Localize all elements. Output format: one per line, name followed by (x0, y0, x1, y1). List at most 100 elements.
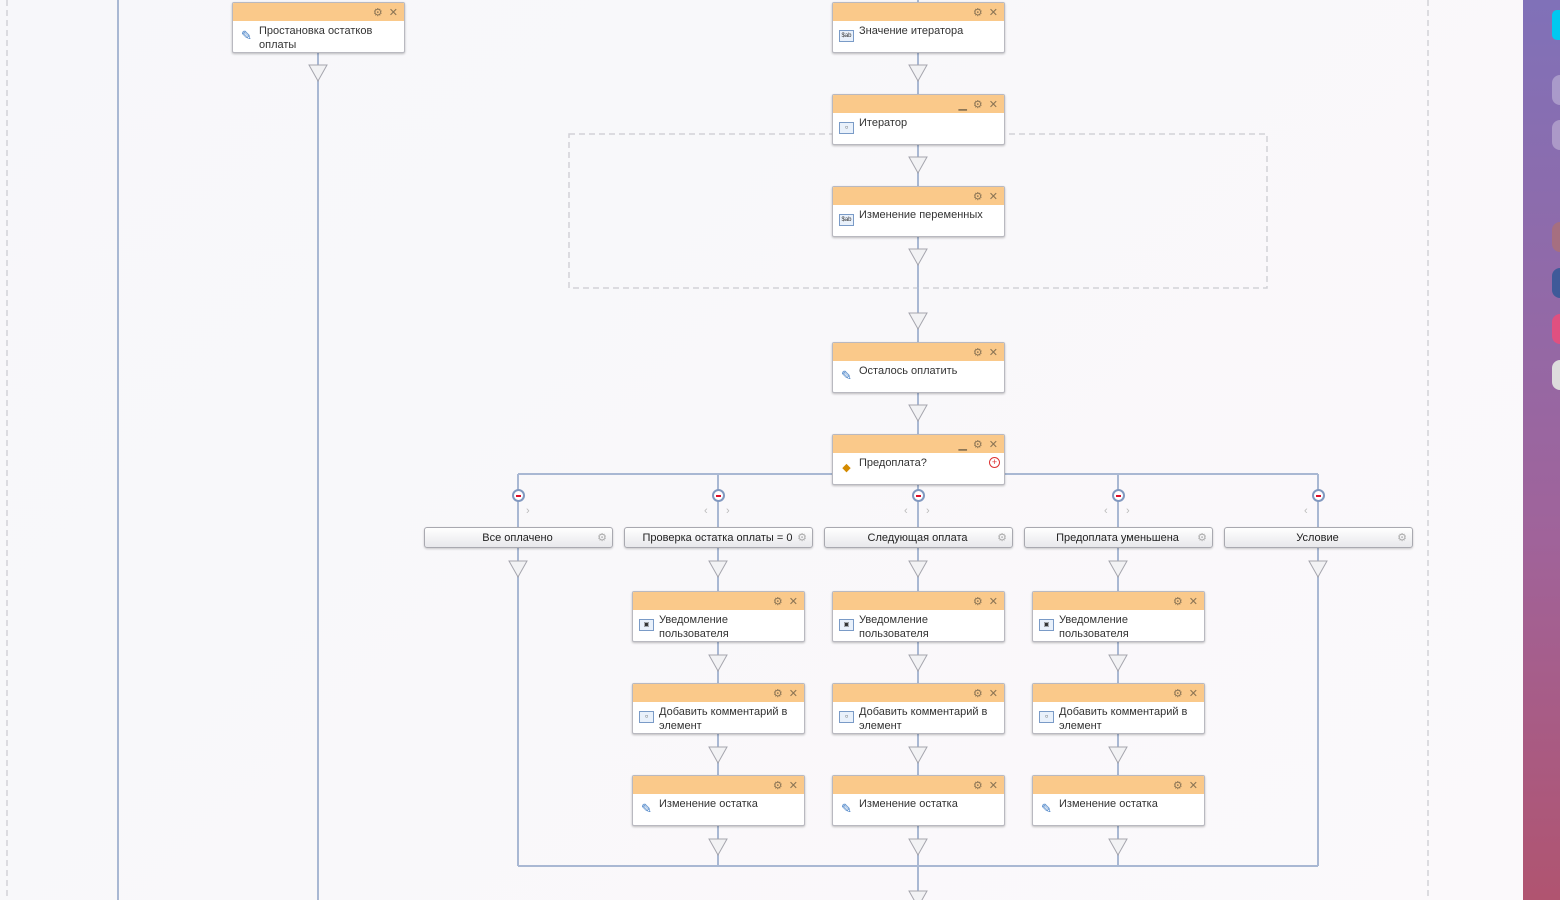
minimize-icon[interactable]: ▁ (958, 438, 967, 451)
minimize-icon[interactable]: ▁ (958, 98, 967, 111)
close-icon[interactable]: ✕ (988, 190, 998, 203)
gear-icon[interactable]: ⚙ (972, 190, 983, 203)
edit-icon: ✎ (841, 370, 852, 382)
variable-icon: $ab (839, 30, 854, 42)
workflow-canvas[interactable]: ⚙ ✕ ✎ Простановка остатков оплаты ⚙ ✕ $ab Знач… (0, 0, 1523, 900)
arrow-down-icon (1108, 654, 1128, 673)
gear-icon[interactable]: ⚙ (972, 779, 983, 792)
sidebar-button[interactable] (1552, 120, 1560, 150)
node-remaining-to-pay[interactable]: ⚙ ✕ ✎ Осталось оплатить (832, 342, 1005, 393)
close-icon[interactable]: ✕ (1188, 779, 1198, 792)
branch-label[interactable]: Предоплата уменьшена ⚙ (1024, 527, 1213, 548)
sidebar (1523, 0, 1560, 900)
move-left-icon[interactable]: ‹ (704, 505, 708, 517)
move-right-icon[interactable]: › (526, 505, 530, 517)
node-add-comment[interactable]: ⚙ ✕ ○ Добавить комментарий в элемент (1032, 683, 1205, 734)
gear-icon[interactable]: ⚙ (772, 687, 783, 700)
arrow-down-icon (1308, 560, 1328, 579)
gear-icon[interactable]: ⚙ (797, 532, 807, 544)
branch-label[interactable]: Все оплачено ⚙ (424, 527, 613, 548)
remove-branch-icon[interactable] (512, 489, 525, 502)
gear-icon[interactable]: ⚙ (972, 687, 983, 700)
edit-icon: ✎ (841, 803, 852, 815)
node-add-comment[interactable]: ⚙ ✕ ○ Добавить комментарий в элемент (832, 683, 1005, 734)
close-icon[interactable]: ✕ (988, 687, 998, 700)
move-right-icon[interactable]: › (926, 505, 930, 517)
avatar[interactable] (1552, 268, 1560, 298)
gear-icon[interactable]: ⚙ (772, 595, 783, 608)
arrow-down-icon (508, 560, 528, 579)
close-icon[interactable]: ✕ (988, 779, 998, 792)
close-icon[interactable]: ✕ (988, 438, 998, 451)
gear-icon[interactable]: ⚙ (1197, 532, 1207, 544)
connectors (6, 0, 1429, 900)
node-change-variables[interactable]: ⚙ ✕ $ab Изменение переменных (832, 186, 1005, 237)
gear-icon[interactable]: ⚙ (597, 532, 607, 544)
gear-icon[interactable]: ⚙ (972, 346, 983, 359)
subprocess-icon: ○ (639, 711, 654, 723)
close-icon[interactable]: ✕ (788, 779, 798, 792)
gear-icon[interactable]: ⚙ (1397, 532, 1407, 544)
move-left-icon[interactable]: ‹ (904, 505, 908, 517)
move-right-icon[interactable]: › (1126, 505, 1130, 517)
node-prepayment-condition[interactable]: ▁ ⚙ ✕ ◆ Предоплата? + (832, 434, 1005, 485)
notify-icon: ▣ (1039, 619, 1054, 631)
node-add-comment[interactable]: ⚙ ✕ ○ Добавить комментарий в элемент (632, 683, 805, 734)
node-notify-user[interactable]: ⚙ ✕ ▣ Уведомление пользователя (832, 591, 1005, 642)
gear-icon[interactable]: ⚙ (997, 532, 1007, 544)
node-set-payment-remainder[interactable]: ⚙ ✕ ✎ Простановка остатков оплаты (232, 2, 405, 53)
close-icon[interactable]: ✕ (1188, 687, 1198, 700)
move-left-icon[interactable]: ‹ (1104, 505, 1108, 517)
close-icon[interactable]: ✕ (388, 6, 398, 19)
gear-icon[interactable]: ⚙ (972, 438, 983, 451)
edit-icon: ✎ (1041, 803, 1052, 815)
add-branch-icon[interactable]: + (989, 457, 1000, 468)
edit-icon: ✎ (241, 30, 252, 42)
remove-branch-icon[interactable] (1312, 489, 1325, 502)
notify-icon: ▣ (839, 619, 854, 631)
node-change-remainder[interactable]: ⚙ ✕ ✎ Изменение остатка (1032, 775, 1205, 826)
remove-branch-icon[interactable] (912, 489, 925, 502)
node-notify-user[interactable]: ⚙ ✕ ▣ Уведомление пользователя (1032, 591, 1205, 642)
node-notify-user[interactable]: ⚙ ✕ ▣ Уведомление пользователя (632, 591, 805, 642)
close-icon[interactable]: ✕ (988, 98, 998, 111)
gear-icon[interactable]: ⚙ (1172, 779, 1183, 792)
gear-icon[interactable]: ⚙ (1172, 687, 1183, 700)
move-left-icon[interactable]: ‹ (1304, 505, 1308, 517)
close-icon[interactable]: ✕ (988, 6, 998, 19)
node-change-remainder[interactable]: ⚙ ✕ ✎ Изменение остатка (632, 775, 805, 826)
arrow-down-icon (1108, 560, 1128, 579)
arrow-down-icon (908, 64, 928, 83)
subprocess-icon: ○ (1039, 711, 1054, 723)
subprocess-icon: ○ (839, 711, 854, 723)
node-iterator-value[interactable]: ⚙ ✕ $ab Значение итератора (832, 2, 1005, 53)
close-icon[interactable]: ✕ (1188, 595, 1198, 608)
sidebar-button[interactable] (1552, 75, 1560, 105)
arrow-down-icon (908, 654, 928, 673)
move-right-icon[interactable]: › (726, 505, 730, 517)
branch-label[interactable]: Проверка остатка оплаты = 0 ⚙ (624, 527, 813, 548)
close-icon[interactable]: ✕ (988, 595, 998, 608)
gear-icon[interactable]: ⚙ (1172, 595, 1183, 608)
branch-label[interactable]: Условие ⚙ (1224, 527, 1413, 548)
branch-label[interactable]: Следующая оплата ⚙ (824, 527, 1013, 548)
avatar[interactable] (1552, 360, 1560, 390)
remove-branch-icon[interactable] (712, 489, 725, 502)
close-icon[interactable]: ✕ (788, 595, 798, 608)
gear-icon[interactable]: ⚙ (772, 779, 783, 792)
gear-icon[interactable]: ⚙ (372, 6, 383, 19)
gear-icon[interactable]: ⚙ (972, 595, 983, 608)
avatar[interactable] (1552, 314, 1560, 344)
arrow-down-icon (908, 312, 928, 331)
remove-branch-icon[interactable] (1112, 489, 1125, 502)
node-change-remainder[interactable]: ⚙ ✕ ✎ Изменение остатка (832, 775, 1005, 826)
close-icon[interactable]: ✕ (988, 346, 998, 359)
arrow-down-icon (908, 890, 928, 900)
arrow-down-icon (708, 746, 728, 765)
avatar[interactable] (1552, 222, 1560, 252)
node-iterator[interactable]: ▁ ⚙ ✕ ○ Итератор (832, 94, 1005, 145)
sidebar-app-button[interactable] (1552, 10, 1560, 40)
close-icon[interactable]: ✕ (788, 687, 798, 700)
gear-icon[interactable]: ⚙ (972, 6, 983, 19)
gear-icon[interactable]: ⚙ (972, 98, 983, 111)
